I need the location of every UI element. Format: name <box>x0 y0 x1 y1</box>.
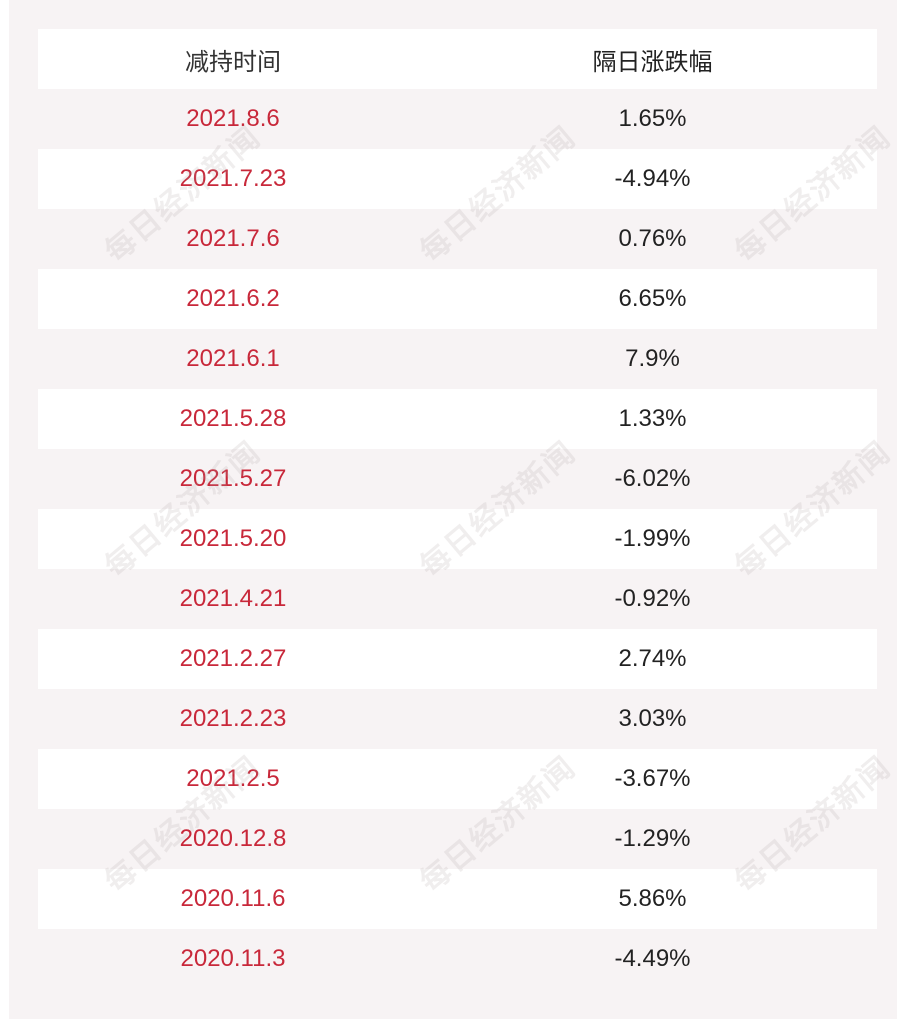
date-cell: 2021.2.5 <box>186 765 280 792</box>
date-cell: 2021.6.2 <box>186 285 280 312</box>
date-cell: 2021.5.28 <box>179 405 287 432</box>
table-row: 2021.7.23 -4.94% <box>38 149 877 209</box>
change-cell: 6.65% <box>618 285 687 312</box>
change-cell: 7.9% <box>625 345 680 372</box>
date-cell: 2020.11.3 <box>180 945 286 972</box>
change-cell: -4.49% <box>614 945 691 972</box>
table-row: 2021.6.2 6.65% <box>38 269 877 329</box>
table-row: 2020.12.8 -1.29% <box>38 809 877 869</box>
table-row: 2021.4.21 -0.92% <box>38 569 877 629</box>
table-row: 2021.8.6 1.65% <box>38 89 877 149</box>
date-cell: 2021.7.23 <box>179 165 287 192</box>
table-row: 2021.6.1 7.9% <box>38 329 877 389</box>
table-row: 2021.7.6 0.76% <box>38 209 877 269</box>
change-cell: -1.99% <box>614 525 691 552</box>
date-cell: 2021.2.23 <box>179 705 287 732</box>
table-row: 2021.2.23 3.03% <box>38 689 877 749</box>
table-row: 2021.5.20 -1.99% <box>38 509 877 569</box>
change-cell: 1.65% <box>618 105 687 132</box>
date-cell: 2021.4.21 <box>179 585 287 612</box>
change-cell: 5.86% <box>618 885 687 912</box>
change-cell: -1.29% <box>614 825 691 852</box>
table-row: 2021.2.5 -3.67% <box>38 749 877 809</box>
change-cell: -3.67% <box>614 765 691 792</box>
date-cell: 2021.5.27 <box>179 465 287 492</box>
change-cell: -4.94% <box>614 165 691 192</box>
date-cell: 2021.2.27 <box>179 645 287 672</box>
table-row: 2021.2.27 2.74% <box>38 629 877 689</box>
change-cell: -6.02% <box>614 465 691 492</box>
date-cell: 2021.8.6 <box>186 105 280 132</box>
date-cell: 2020.12.8 <box>179 825 287 852</box>
date-cell: 2021.6.1 <box>186 345 280 372</box>
change-cell: -0.92% <box>614 585 691 612</box>
change-cell: 2.74% <box>618 645 687 672</box>
date-cell: 2020.11.6 <box>180 885 286 912</box>
date-cell: 2021.7.6 <box>186 225 280 252</box>
header-change: 隔日涨跌幅 <box>592 48 713 76</box>
table-row: 2020.11.3 -4.49% <box>38 929 877 989</box>
change-cell: 1.33% <box>618 405 687 432</box>
table-row: 2020.11.6 5.86% <box>38 869 877 929</box>
change-cell: 3.03% <box>618 705 687 732</box>
header-date: 减持时间 <box>185 48 281 76</box>
table-row: 2021.5.28 1.33% <box>38 389 877 449</box>
table-header: 减持时间 隔日涨跌幅 <box>38 29 877 89</box>
date-cell: 2021.5.20 <box>179 525 287 552</box>
table-row: 2021.5.27 -6.02% <box>38 449 877 509</box>
change-cell: 0.76% <box>618 225 687 252</box>
data-table: 减持时间 隔日涨跌幅 2021.8.6 1.65% 2021.7.23 -4.94% 2… <box>38 29 877 989</box>
